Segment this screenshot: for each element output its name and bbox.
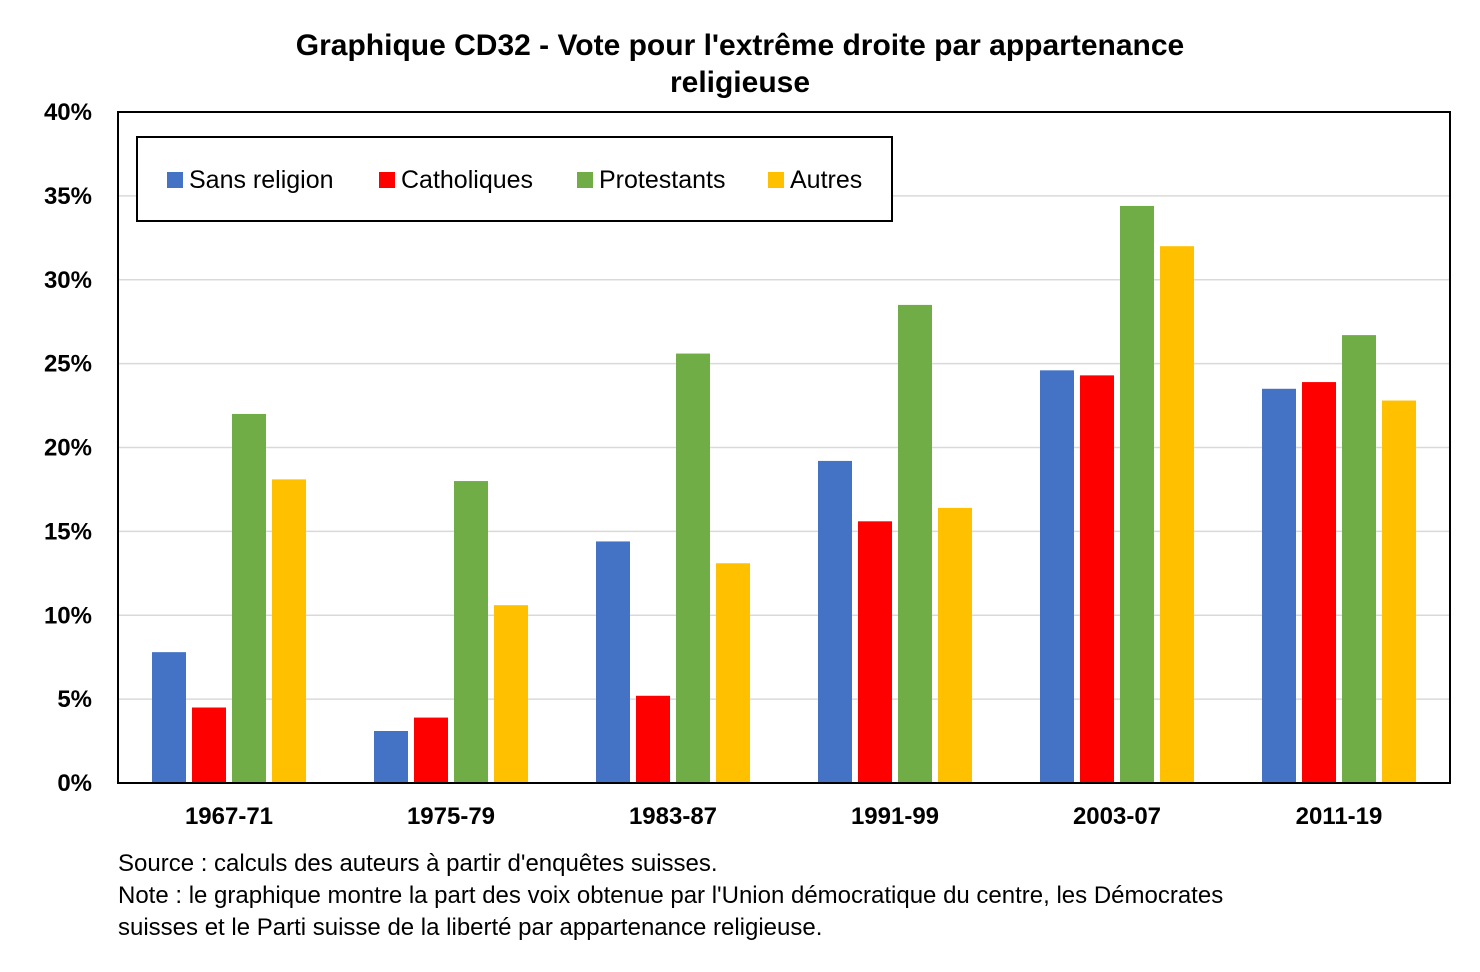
bar-protestants-2011-19: [1342, 335, 1376, 783]
bar-sans-religion-2003-07: [1040, 370, 1074, 783]
legend-swatch-autres: [768, 172, 784, 188]
y-tick-label: 25%: [44, 351, 92, 378]
y-tick-label: 35%: [44, 183, 92, 210]
bar-protestants-1975-79: [454, 481, 488, 783]
source-text: Source : calculs des auteurs à partir d'…: [118, 850, 718, 877]
bar-chart: Graphique CD32 - Vote pour l'extrême dro…: [44, 29, 1451, 830]
y-tick-label: 40%: [44, 99, 92, 126]
x-tick-label: 1983-87: [629, 803, 717, 830]
y-tick-label: 20%: [44, 435, 92, 462]
y-tick-label: 5%: [57, 686, 92, 713]
bar-catholiques-1983-87: [636, 695, 670, 783]
bar-protestants-1967-71: [232, 413, 266, 783]
chart-title: Graphique CD32 - Vote pour l'extrême dro…: [296, 29, 1184, 99]
y-axis-tick-labels: 0% 5% 10% 15% 20% 25% 30% 35% 40%: [44, 99, 92, 797]
legend-swatch-protestants: [577, 172, 593, 188]
bar-sans-religion-2011-19: [1262, 388, 1296, 783]
bar-autres-1991-99: [938, 507, 972, 783]
x-tick-label: 2011-19: [1296, 803, 1383, 830]
bar-protestants-1991-99: [898, 304, 932, 783]
x-tick-label: 1975-79: [407, 803, 495, 830]
legend-label-autres: Autres: [790, 166, 862, 194]
chart-title-line-2: religieuse: [670, 66, 810, 99]
bar-catholiques-1967-71: [192, 707, 226, 783]
y-tick-label: 15%: [44, 518, 92, 545]
legend-swatch-catholiques: [379, 172, 395, 188]
legend-label-catholiques: Catholiques: [401, 166, 533, 194]
bar-catholiques-2011-19: [1302, 382, 1336, 783]
bar-sans-religion-1983-87: [596, 541, 630, 783]
legend-box: [136, 136, 893, 222]
x-tick-label: 2003-07: [1073, 803, 1161, 830]
x-axis-tick-labels: 1967-71 1975-79 1983-87 1991-99 2003-07 2011-…: [185, 803, 1382, 830]
y-tick-label: 10%: [44, 602, 92, 629]
bar-autres-2003-07: [1160, 246, 1194, 783]
legend-label-protestants: Protestants: [599, 166, 725, 194]
y-tick-label: 30%: [44, 267, 92, 294]
bar-sans-religion-1991-99: [818, 460, 852, 783]
bar-catholiques-2003-07: [1080, 375, 1114, 783]
x-tick-label: 1967-71: [185, 803, 273, 830]
bar-autres-1983-87: [716, 563, 750, 783]
gridlines: [118, 195, 1450, 700]
plot-area-border: [117, 111, 1451, 784]
y-tick-label: 0%: [57, 770, 92, 797]
bar-autres-2011-19: [1382, 400, 1416, 783]
chart-title-line-1: Graphique CD32 - Vote pour l'extrême dro…: [296, 29, 1184, 62]
bar-protestants-2003-07: [1120, 205, 1154, 783]
legend-swatch-sans-religion: [167, 172, 183, 188]
note-text-line-1: Note : le graphique montre la part des v…: [118, 882, 1224, 909]
bar-autres-1975-79: [494, 605, 528, 783]
legend: Sans religion Catholiques Protestants Autre…: [136, 136, 893, 222]
note-text-line-2: suisses et le Parti suisse de la liberté…: [118, 914, 823, 941]
bar-catholiques-1991-99: [858, 521, 892, 783]
bar-catholiques-1975-79: [414, 717, 448, 783]
bar-autres-1967-71: [272, 479, 306, 783]
chart-notes: Source : calculs des auteurs à partir d'…: [118, 848, 1458, 944]
legend-label-sans-religion: Sans religion: [189, 166, 334, 194]
x-tick-label: 1991-99: [851, 803, 939, 830]
bars: [152, 205, 1416, 783]
bar-protestants-1983-87: [676, 353, 710, 783]
bar-sans-religion-1967-71: [152, 652, 186, 783]
bar-sans-religion-1975-79: [374, 730, 408, 783]
